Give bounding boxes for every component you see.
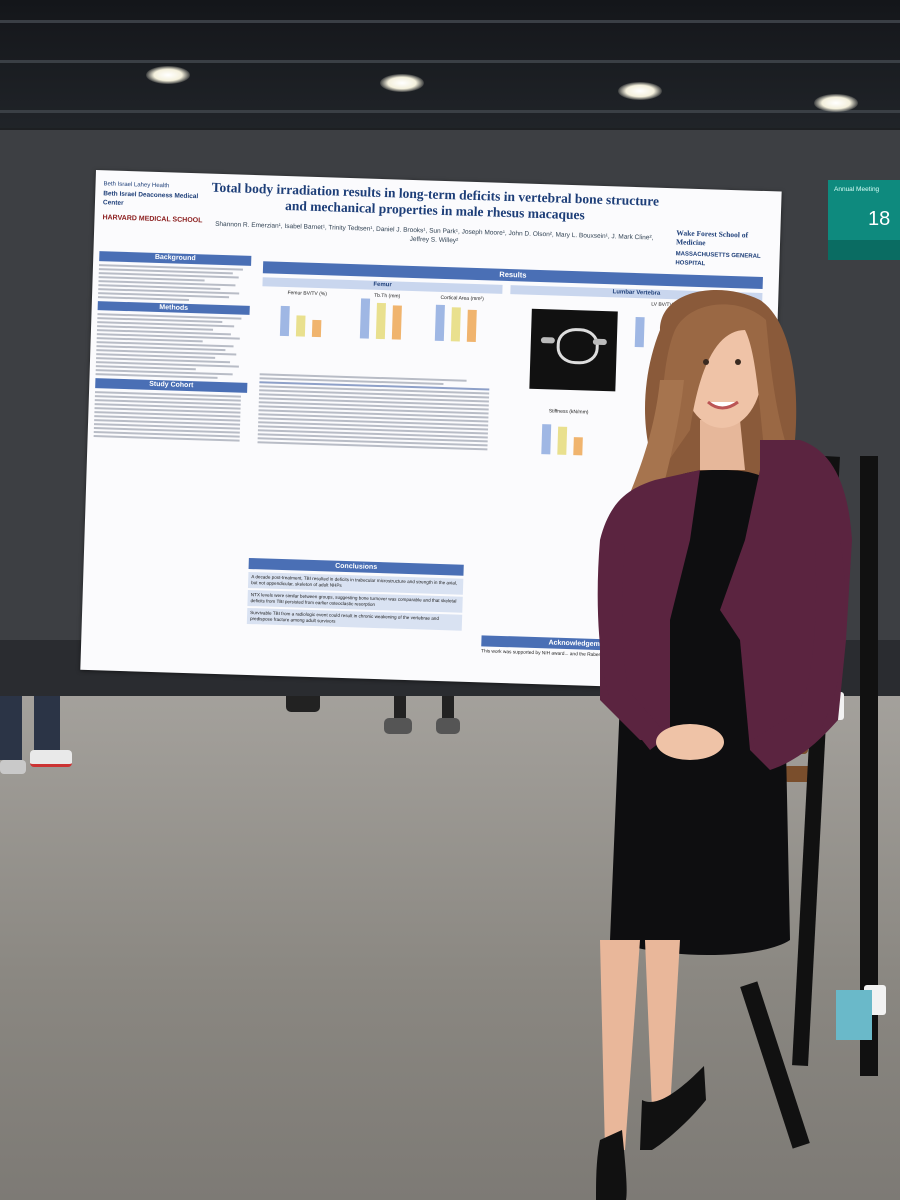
board-post <box>860 456 878 1076</box>
brochure <box>836 990 872 1040</box>
ceiling-light <box>146 66 190 84</box>
ceiling-light <box>380 74 424 92</box>
booth-number-badge: Annual Meeting 18 <box>828 180 900 260</box>
hands <box>656 724 724 760</box>
background-person <box>384 690 484 746</box>
ceiling-light <box>814 94 858 112</box>
ceiling-beam <box>0 60 900 63</box>
ceiling-beam <box>0 20 900 23</box>
badge-label: Annual Meeting <box>834 186 880 193</box>
black-heel <box>640 1066 706 1150</box>
ceiling-light <box>618 82 662 100</box>
badge-number: 18 <box>868 208 891 230</box>
leg <box>645 940 680 1110</box>
black-heel <box>596 1130 627 1200</box>
leg <box>600 940 640 1150</box>
ceiling-beam <box>0 110 900 113</box>
